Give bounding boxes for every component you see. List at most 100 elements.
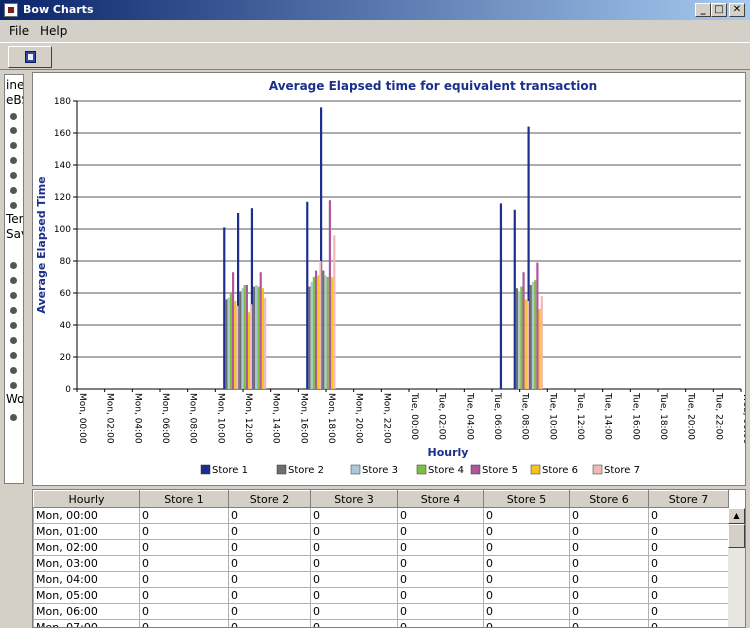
table-cell[interactable]: 0 <box>310 523 398 540</box>
table-cell[interactable]: 0 <box>397 603 484 620</box>
tree-node-label[interactable]: Sav <box>6 227 23 241</box>
table-cell[interactable]: 0 <box>483 507 570 524</box>
tree-node-bullet-icon[interactable] <box>10 352 17 359</box>
table-cell[interactable]: 0 <box>228 555 311 572</box>
table-row[interactable]: Mon, 03:00 0 0 0 0 0 0 0 <box>33 555 729 572</box>
table-cell[interactable]: 0 <box>228 507 311 524</box>
table-cell[interactable]: 0 <box>228 619 311 627</box>
table-cell[interactable]: 0 <box>569 619 649 627</box>
table-cell[interactable]: 0 <box>228 523 311 540</box>
tree-node-bullet-icon[interactable] <box>10 142 17 149</box>
tree-node-bullet-icon[interactable] <box>10 187 17 194</box>
tree-node-bullet-icon[interactable] <box>10 322 17 329</box>
table-cell[interactable]: 0 <box>569 539 649 556</box>
column-header[interactable]: Store 5 <box>483 490 570 508</box>
minimize-button[interactable]: _ <box>695 3 711 17</box>
tree-panel[interactable]: inedeBS TenSav Wor <box>4 74 24 484</box>
tree-node-bullet-icon[interactable] <box>10 127 17 134</box>
table-cell[interactable]: 0 <box>397 571 484 588</box>
tree-node-bullet-icon[interactable] <box>10 382 17 389</box>
table-cell[interactable]: 0 <box>483 571 570 588</box>
column-header[interactable]: Store 6 <box>569 490 649 508</box>
table-cell[interactable]: 0 <box>483 555 570 572</box>
table-cell[interactable]: 0 <box>139 555 229 572</box>
table-cell[interactable]: 0 <box>139 539 229 556</box>
table-cell[interactable]: 0 <box>228 587 311 604</box>
table-cell[interactable]: 0 <box>397 587 484 604</box>
table-row[interactable]: Mon, 01:00 0 0 0 0 0 0 0 <box>33 523 729 540</box>
toolbar-book-button[interactable] <box>8 46 52 68</box>
tree-node-bullet-icon[interactable] <box>10 307 17 314</box>
table-cell[interactable]: 0 <box>310 539 398 556</box>
table-cell[interactable]: 0 <box>569 523 649 540</box>
tree-node-bullet-icon[interactable] <box>10 157 17 164</box>
table-cell[interactable]: 0 <box>648 603 729 620</box>
tree-node-label[interactable]: Wor <box>6 392 24 406</box>
table-cell[interactable]: 0 <box>648 619 729 627</box>
table-cell[interactable]: 0 <box>228 539 311 556</box>
table-cell[interactable]: 0 <box>483 587 570 604</box>
split-pane-divider[interactable] <box>32 486 746 489</box>
table-cell[interactable]: 0 <box>483 619 570 627</box>
table-row[interactable]: Mon, 05:00 0 0 0 0 0 0 0 <box>33 587 729 604</box>
table-cell[interactable]: 0 <box>397 555 484 572</box>
vertical-scrollbar[interactable]: ▲ <box>728 508 745 627</box>
column-header[interactable]: Store 7 <box>648 490 729 508</box>
table-cell[interactable]: Mon, 00:00 <box>33 507 140 524</box>
table-cell[interactable]: 0 <box>569 587 649 604</box>
table-cell[interactable]: Mon, 04:00 <box>33 571 140 588</box>
table-cell[interactable]: 0 <box>310 555 398 572</box>
maximize-button[interactable]: □ <box>711 3 727 17</box>
table-cell[interactable]: 0 <box>569 571 649 588</box>
table-cell[interactable]: 0 <box>310 619 398 627</box>
table-cell[interactable]: 0 <box>569 603 649 620</box>
tree-node-label[interactable]: eBS <box>6 93 23 107</box>
tree-node-bullet-icon[interactable] <box>10 292 17 299</box>
tree-node-bullet-icon[interactable] <box>10 367 17 374</box>
column-header[interactable]: Hourly <box>33 490 140 508</box>
table-cell[interactable]: 0 <box>569 555 649 572</box>
table-cell[interactable]: 0 <box>569 507 649 524</box>
table-cell[interactable]: 0 <box>139 619 229 627</box>
tree-node-bullet-icon[interactable] <box>10 113 17 120</box>
column-header[interactable]: Store 3 <box>310 490 398 508</box>
table-row[interactable]: Mon, 02:00 0 0 0 0 0 0 0 <box>33 539 729 556</box>
table-cell[interactable]: Mon, 03:00 <box>33 555 140 572</box>
table-cell[interactable]: Mon, 05:00 <box>33 587 140 604</box>
column-header[interactable]: Store 4 <box>397 490 484 508</box>
table-row[interactable]: Mon, 06:00 0 0 0 0 0 0 0 <box>33 603 729 620</box>
table-cell[interactable]: 0 <box>397 507 484 524</box>
tree-node-bullet-icon[interactable] <box>10 277 17 284</box>
table-cell[interactable]: 0 <box>310 571 398 588</box>
table-cell[interactable]: 0 <box>648 571 729 588</box>
column-header[interactable]: Store 2 <box>228 490 311 508</box>
tree-node-label[interactable]: Ten <box>6 212 23 226</box>
scroll-up-button[interactable]: ▲ <box>728 508 745 524</box>
table-cell[interactable]: 0 <box>228 603 311 620</box>
table-cell[interactable]: 0 <box>648 587 729 604</box>
scroll-thumb[interactable] <box>728 524 745 548</box>
table-cell[interactable]: 0 <box>483 523 570 540</box>
table-cell[interactable]: 0 <box>648 507 729 524</box>
tree-node-bullet-icon[interactable] <box>10 262 17 269</box>
tree-node-bullet-icon[interactable] <box>10 414 17 421</box>
table-cell[interactable]: 0 <box>139 571 229 588</box>
tree-node-bullet-icon[interactable] <box>10 172 17 179</box>
tree-node-bullet-icon[interactable] <box>10 202 17 209</box>
menu-file[interactable]: File <box>9 24 30 38</box>
table-cell[interactable]: 0 <box>139 603 229 620</box>
table-cell[interactable]: Mon, 01:00 <box>33 523 140 540</box>
table-row[interactable]: Mon, 04:00 0 0 0 0 0 0 0 <box>33 571 729 588</box>
table-cell[interactable]: Mon, 06:00 <box>33 603 140 620</box>
table-cell[interactable]: 0 <box>397 539 484 556</box>
table-cell[interactable]: 0 <box>648 539 729 556</box>
table-cell[interactable]: 0 <box>139 507 229 524</box>
table-cell[interactable]: 0 <box>397 523 484 540</box>
table-cell[interactable]: 0 <box>648 523 729 540</box>
table-cell[interactable]: Mon, 07:00 <box>33 619 140 627</box>
tree-node-bullet-icon[interactable] <box>10 337 17 344</box>
table-cell[interactable]: 0 <box>310 587 398 604</box>
close-button[interactable]: ✕ <box>729 3 745 17</box>
table-cell[interactable]: 0 <box>648 555 729 572</box>
table-cell[interactable]: 0 <box>483 603 570 620</box>
